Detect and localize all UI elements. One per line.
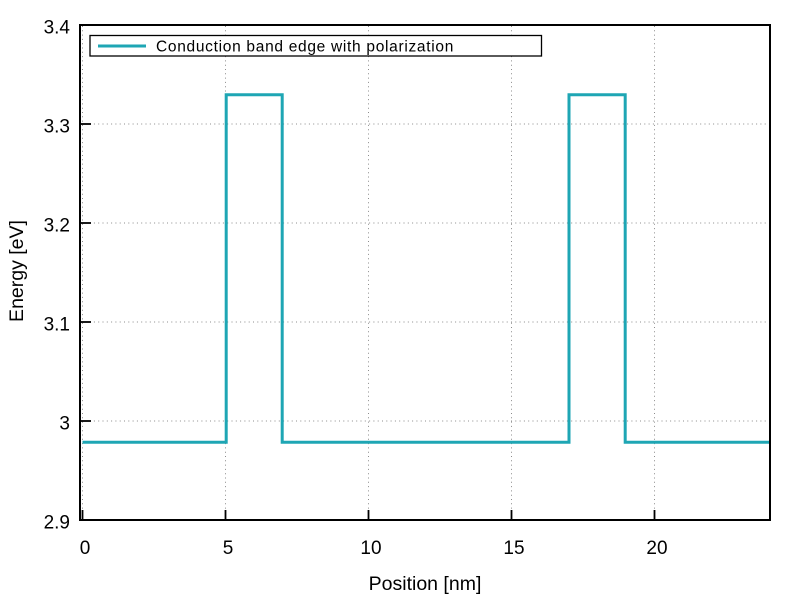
- svg-text:5: 5: [223, 538, 234, 559]
- svg-text:Conduction band edge with pola: Conduction band edge with polarization: [156, 39, 454, 56]
- svg-text:3.4: 3.4: [44, 18, 71, 39]
- svg-text:3.3: 3.3: [44, 117, 70, 138]
- svg-text:3: 3: [59, 414, 70, 435]
- svg-text:3.2: 3.2: [44, 216, 70, 237]
- svg-text:3.1: 3.1: [44, 315, 70, 336]
- svg-text:2.9: 2.9: [44, 513, 70, 534]
- svg-text:Energy [eV]: Energy [eV]: [6, 220, 28, 322]
- svg-text:20: 20: [646, 538, 667, 559]
- svg-text:10: 10: [360, 538, 381, 559]
- svg-text:15: 15: [503, 538, 524, 559]
- svg-text:0: 0: [80, 538, 91, 559]
- svg-text:Position [nm]: Position [nm]: [369, 573, 482, 595]
